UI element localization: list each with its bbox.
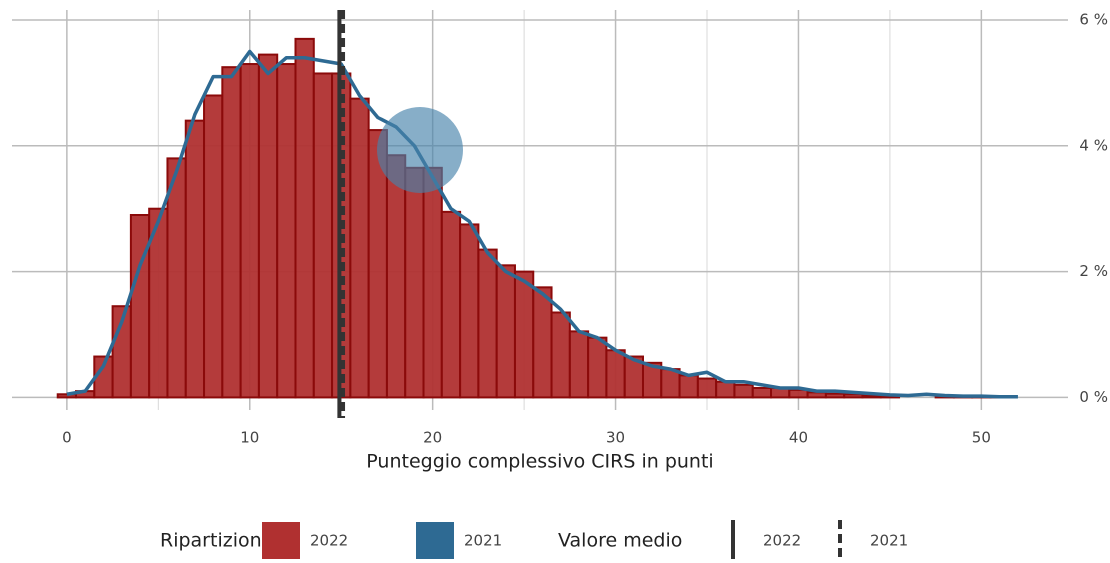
histogram-bar <box>221 66 242 399</box>
legend-title: Ripartizione <box>160 530 273 552</box>
histogram-bar <box>843 393 864 399</box>
histogram-bar <box>349 97 370 399</box>
histogram-bar <box>824 392 846 399</box>
x-tick-label: 50 <box>972 429 991 447</box>
legend-swatch <box>262 522 300 560</box>
histogram-bar <box>605 349 626 399</box>
x-tick-label: 0 <box>62 429 72 447</box>
highlight <box>377 107 463 193</box>
histogram-bar <box>532 286 553 399</box>
x-tick-label: 40 <box>789 429 808 447</box>
y-tick-label: 6 % <box>1079 11 1108 29</box>
histogram-bar <box>257 53 279 399</box>
y-tick-label: 4 % <box>1079 136 1108 154</box>
x-tick-label: 30 <box>606 429 625 447</box>
histogram-bar <box>459 223 480 399</box>
histogram-bar <box>477 248 498 399</box>
histogram-bar <box>696 377 718 399</box>
x-tick-label: 10 <box>240 429 259 447</box>
histogram-bar <box>495 264 516 399</box>
histogram-bar <box>678 374 699 399</box>
histogram-bar <box>660 368 681 399</box>
histogram-bar <box>733 383 754 399</box>
x-tick-label: 20 <box>423 429 442 447</box>
line-series <box>66 49 1018 399</box>
histogram-bar <box>276 63 297 399</box>
histogram-bar <box>166 157 187 399</box>
histogram-bar <box>806 391 827 399</box>
histogram-bar <box>129 214 151 399</box>
histogram-bar <box>404 166 425 399</box>
histogram-bar <box>184 119 206 399</box>
legend-swatch <box>416 522 454 560</box>
histogram-bar <box>440 210 462 399</box>
histogram-bar <box>788 388 809 399</box>
legend-label: 2022 <box>763 532 801 550</box>
histogram-bar <box>550 311 571 399</box>
legend-label: 2021 <box>464 532 502 550</box>
y-tick-label: 0 % <box>1079 388 1108 406</box>
x-axis-label: Punteggio complessivo CIRS in punti <box>366 451 713 473</box>
histogram-bar <box>239 63 260 399</box>
histogram-bar <box>385 154 407 399</box>
y-tick-label: 2 % <box>1079 262 1108 280</box>
histogram-bar <box>312 72 334 399</box>
histogram-bar <box>422 166 443 399</box>
histogram-bar <box>513 270 535 399</box>
legend-title: Valore medio <box>558 530 682 552</box>
histogram-bar <box>294 37 315 399</box>
histogram-bar <box>715 380 736 399</box>
histogram-bar <box>568 330 590 399</box>
histogram-bar <box>751 386 773 399</box>
legend-label: 2022 <box>310 532 348 550</box>
histogram-bar <box>587 336 608 399</box>
histogram-bar <box>203 94 224 399</box>
legend-label: 2021 <box>870 532 908 550</box>
